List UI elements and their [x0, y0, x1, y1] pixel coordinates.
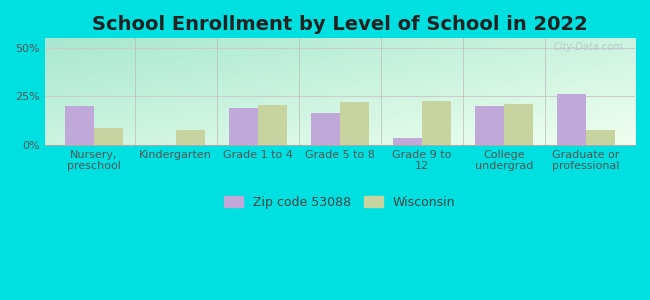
- Bar: [586, 130, 614, 145]
- Bar: [94, 128, 122, 145]
- Bar: [504, 104, 532, 145]
- Bar: [311, 113, 340, 145]
- Bar: [340, 102, 369, 145]
- Bar: [422, 101, 450, 145]
- Bar: [393, 138, 422, 145]
- Bar: [475, 106, 504, 145]
- Bar: [258, 105, 287, 145]
- Legend: Zip code 53088, Wisconsin: Zip code 53088, Wisconsin: [224, 196, 455, 209]
- Bar: [557, 94, 586, 145]
- Text: City-Data.com: City-Data.com: [554, 41, 623, 52]
- Bar: [229, 108, 258, 145]
- Title: School Enrollment by Level of School in 2022: School Enrollment by Level of School in …: [92, 15, 588, 34]
- Bar: [176, 130, 205, 145]
- Bar: [65, 106, 94, 145]
